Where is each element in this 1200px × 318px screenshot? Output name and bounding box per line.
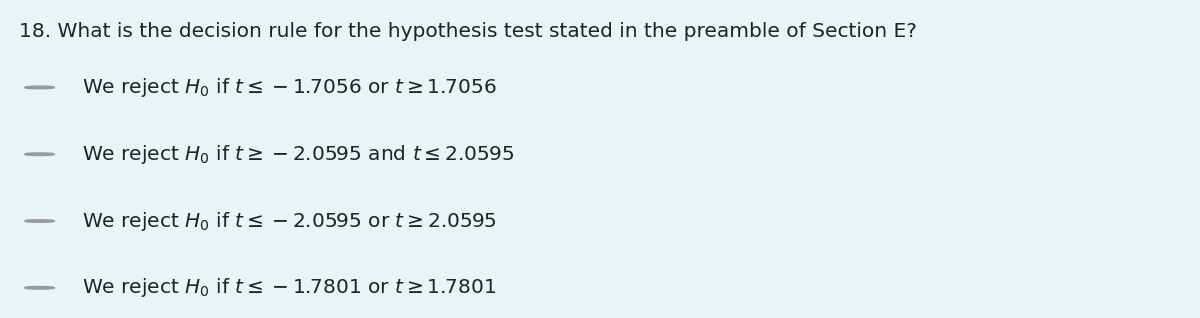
Text: 18. What is the decision rule for the hypothesis test stated in the preamble of : 18. What is the decision rule for the hy… xyxy=(19,22,917,41)
Text: We reject $H_0$ if $t \leq -1.7056$ or $t \geq 1.7056$: We reject $H_0$ if $t \leq -1.7056$ or $… xyxy=(82,76,496,99)
Text: We reject $H_0$ if $t \geq -2.0595$ and $t \leq 2.0595$: We reject $H_0$ if $t \geq -2.0595$ and … xyxy=(82,143,514,166)
Text: We reject $H_0$ if $t \leq -2.0595$ or $t \geq 2.0595$: We reject $H_0$ if $t \leq -2.0595$ or $… xyxy=(82,210,497,232)
Text: We reject $H_0$ if $t \leq -1.7801$ or $t \geq 1.7801$: We reject $H_0$ if $t \leq -1.7801$ or $… xyxy=(82,276,496,299)
